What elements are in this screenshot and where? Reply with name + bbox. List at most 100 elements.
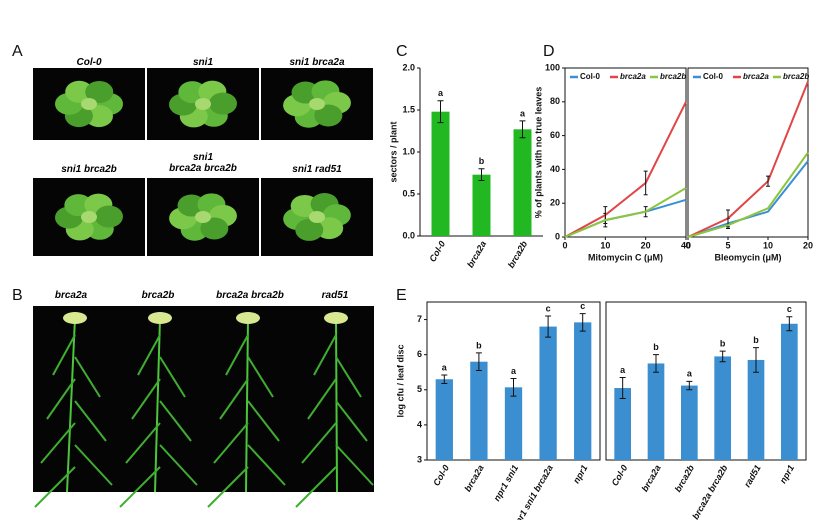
leaf [65,80,94,103]
leaf [64,194,93,217]
series-line [687,151,809,238]
y-axis-label: log cfu / leaf disc [395,344,405,417]
bar [513,129,532,236]
error-bar [441,374,448,384]
error-bar [619,376,626,400]
flowers [148,312,172,324]
photo-label: brca2b [141,290,175,301]
x-tick-label: brca2a brca2b [690,463,729,520]
panel-label: E [396,287,407,304]
leaf [94,205,123,228]
significance-letter: a [687,369,693,379]
rosette-center [81,98,97,110]
x-tick-label: Col-0 [427,239,447,263]
silique [313,334,337,376]
silique [125,422,161,464]
significance-letter: a [520,108,526,118]
legend-label: brca2b [660,72,686,81]
x-tick-label: 10 [763,240,773,250]
significance-letter: a [438,88,444,98]
y-tick-label: 0.5 [402,188,415,198]
y-tick-label: 40 [550,164,560,174]
x-axis-label: Mitomycin C (μM) [588,252,663,262]
y-tick-label: 1.0 [402,146,415,156]
significance-letter: c [546,303,551,313]
x-tick-label: 0 [562,240,567,250]
silique [335,444,374,486]
leaf [85,80,114,103]
y-tick-label: 5 [417,384,422,394]
rosette-center [81,211,97,223]
y-tick-label: 0.0 [402,230,415,240]
significance-letter: c [580,301,585,311]
stem [154,317,161,493]
photo-label: sni1 brca2b [61,164,117,175]
stem [245,317,249,493]
silique [159,444,198,486]
photo-label: sni1 brca2a brca2b [169,152,237,174]
error-bar [643,170,648,196]
significance-letter: a [620,365,626,375]
x-tick-label: rad51 [742,463,763,489]
x-tick-label: brca2a [465,239,488,269]
x-tick-label: Col-0 [431,463,451,487]
silique [74,444,113,486]
leaf [291,81,320,104]
silique [74,400,107,442]
significance-letter: a [442,362,448,372]
y-tick-label: 60 [550,130,560,140]
legend-label: Col-0 [580,72,601,81]
rosette-center [309,98,325,110]
significance-letter: a [511,366,517,376]
flowers [63,312,87,324]
error-bar [437,100,444,124]
x-axis-label: Bleomycin (μM) [714,252,781,262]
silique [74,356,101,398]
error-bar [686,380,693,391]
legend-label: brca2a [743,72,769,81]
y-tick-label: 6 [417,349,422,359]
rosette-center [195,98,211,110]
significance-letter: b [653,342,659,352]
series-line [564,101,687,238]
photo-label: sni1 [192,57,214,68]
y-tick-label: 0 [555,231,560,241]
flowers [236,312,260,324]
silique [207,466,249,508]
legend-label: brca2b [783,72,809,81]
silique [295,466,337,508]
bar [681,385,698,460]
x-tick-label: 5 [725,240,730,250]
y-tick-label: 100 [545,62,560,72]
silique [159,356,186,398]
series-line [687,81,809,238]
silique [247,444,286,486]
x-tick-label: 10 [600,240,610,250]
panel-label: B [12,287,23,304]
silique [247,356,274,398]
silique [137,334,161,376]
x-tick-label: 20 [803,240,813,250]
silique [247,400,280,442]
x-tick-label: brca2a [463,463,486,493]
plot-frame [605,301,807,461]
error-bar [510,378,517,397]
x-tick-label: Col-0 [610,463,630,487]
panel-label: C [396,43,408,60]
legend-label: Col-0 [703,72,724,81]
bar [472,174,491,236]
error-bar [766,175,770,187]
silique [335,356,362,398]
leaf [200,217,229,240]
x-tick-label: brca2a [640,463,663,493]
silique [159,400,192,442]
y-tick-label: 20 [550,198,560,208]
y-axis-label: sectors / plant [388,121,398,182]
leaf [314,104,343,127]
significance-letter: b [476,340,482,350]
x-tick-label: 20 [641,240,651,250]
x-tick-label: brca2b [673,463,697,494]
error-bar [653,354,659,373]
silique [301,422,337,464]
